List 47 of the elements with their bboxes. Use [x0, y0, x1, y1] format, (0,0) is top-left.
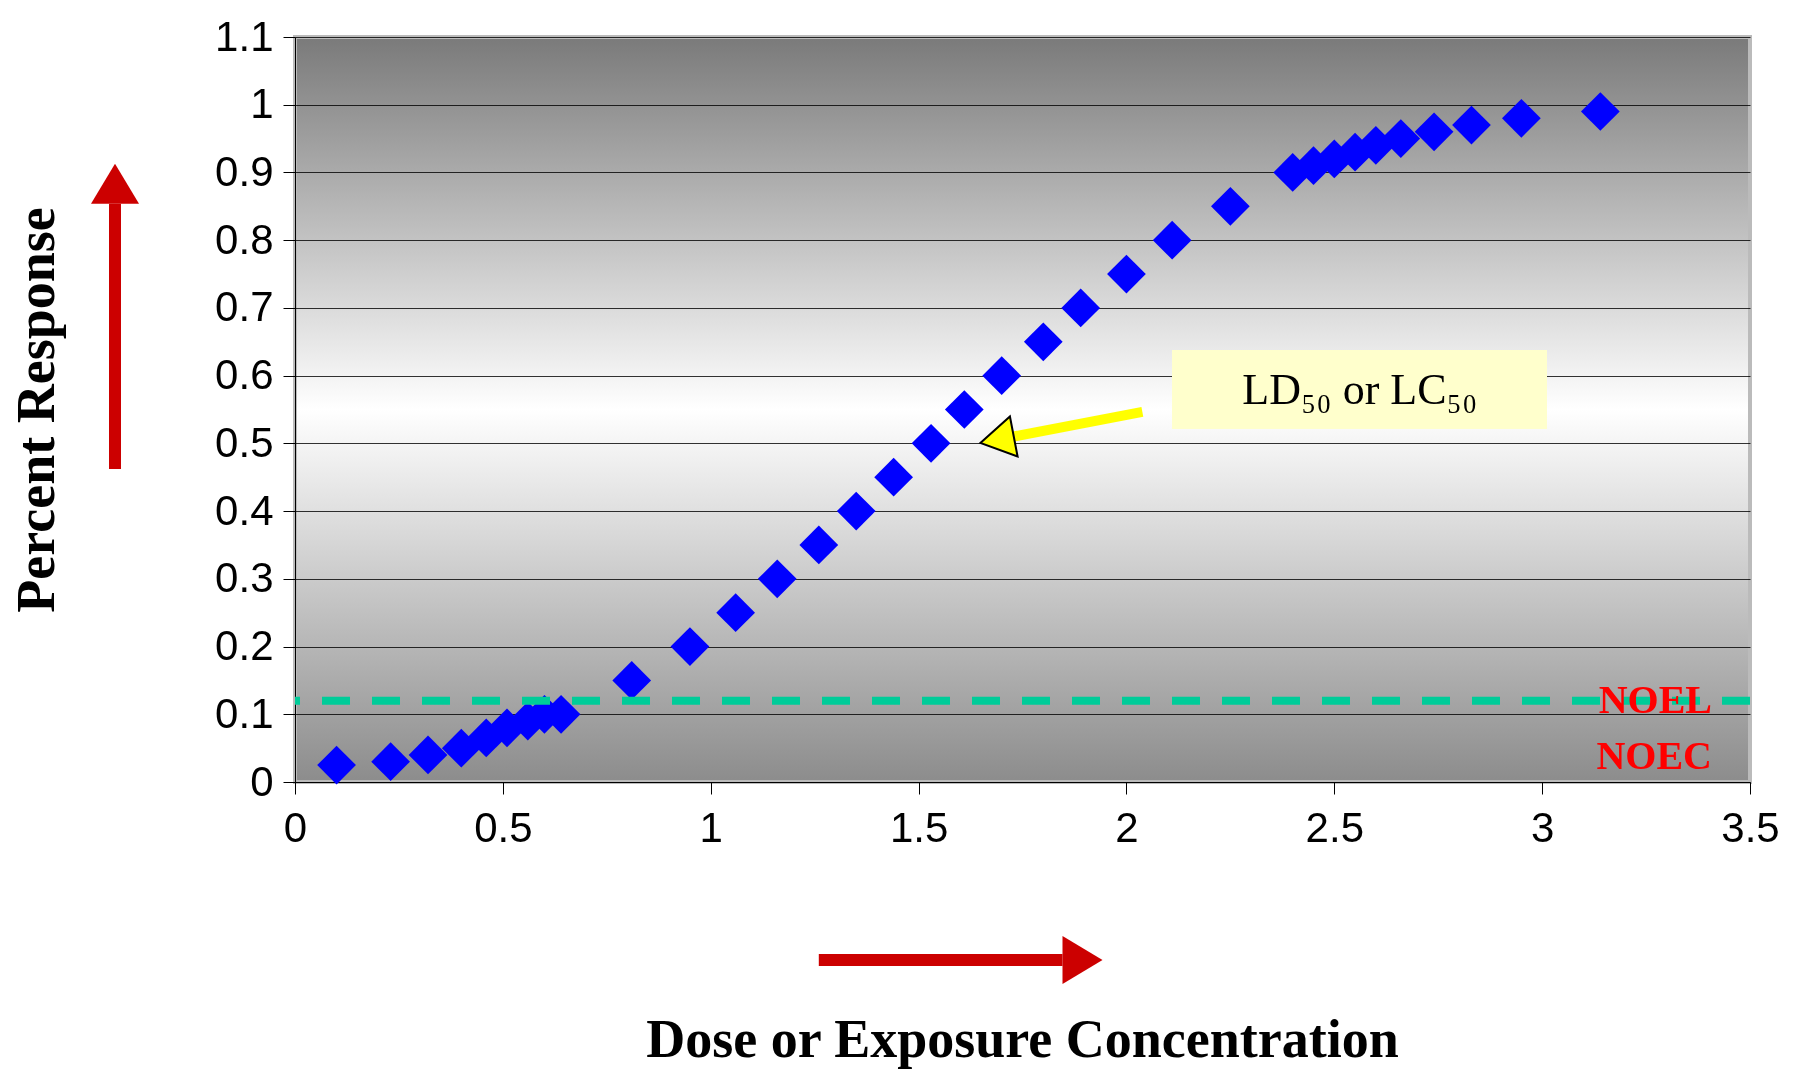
x-axis-title: Dose or Exposure Concentration	[646, 1008, 1399, 1071]
point	[441, 728, 481, 768]
point	[1061, 288, 1101, 328]
point	[317, 745, 356, 785]
point	[1501, 98, 1541, 138]
point	[1152, 220, 1192, 260]
y-tick-label: 1.1	[215, 12, 274, 60]
y-tick-label: 0.1	[215, 689, 274, 737]
x-tick-label: 3	[1530, 803, 1555, 851]
x-tick-label: 0	[283, 803, 308, 851]
point	[1414, 112, 1454, 152]
point	[836, 491, 876, 531]
annotation: LD₅₀ or LC₅₀	[1172, 349, 1548, 429]
point	[1210, 186, 1250, 226]
point	[911, 424, 951, 463]
y-tick-label: 0.7	[215, 283, 274, 331]
point	[670, 627, 710, 666]
point	[1452, 105, 1491, 145]
point	[944, 390, 984, 429]
point	[371, 742, 410, 782]
y-tick-label: 0.6	[215, 351, 274, 399]
point	[874, 457, 913, 497]
x-tick-label: 2	[1115, 803, 1139, 851]
point	[716, 593, 756, 633]
x-tick-label: 1.5	[889, 803, 949, 851]
point	[757, 559, 797, 599]
y-tick-label: 0.2	[215, 622, 274, 670]
x-tick-label: 1	[699, 803, 723, 851]
y-tick-label: 0.9	[215, 147, 274, 195]
point	[1023, 322, 1063, 362]
y-tick-label: 0	[250, 757, 274, 805]
x-tick-label: 0.5	[474, 803, 533, 851]
y-tick-label: 0.5	[215, 418, 274, 466]
point	[1107, 254, 1146, 294]
y-tick-label: 0.3	[215, 554, 274, 602]
point	[408, 735, 448, 775]
x-tick-label: 3.5	[1721, 803, 1780, 851]
y-tick-label: 1	[250, 80, 274, 128]
x-tick-label: 2.5	[1305, 803, 1364, 851]
point	[1580, 92, 1620, 131]
y-tick-label: 0.4	[215, 486, 274, 534]
ref-line-label: NOEL NOEC	[1596, 676, 1712, 778]
point	[982, 356, 1022, 395]
y-axis-title: Percent Response	[6, 207, 67, 613]
y-tick-label: 0.8	[215, 215, 274, 263]
point	[799, 525, 839, 565]
point	[612, 661, 652, 700]
